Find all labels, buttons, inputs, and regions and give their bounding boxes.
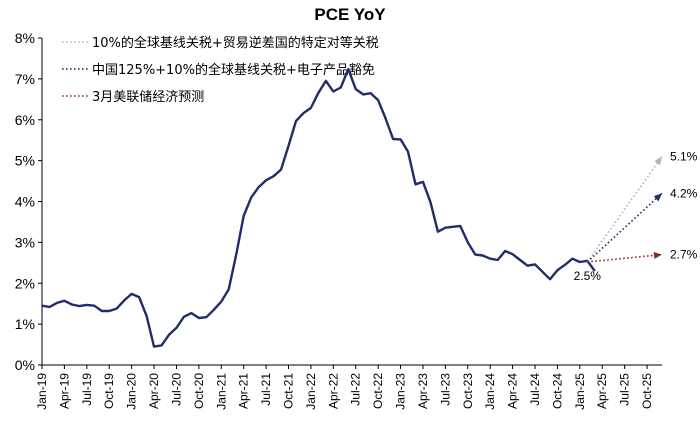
x-tick-label: Apr-21 bbox=[237, 373, 251, 409]
x-tick-label: Apr-23 bbox=[416, 373, 430, 409]
chart-title: PCE YoY bbox=[314, 5, 386, 24]
plot-lines bbox=[41, 67, 663, 348]
axes: 0% 1% 2% 3% 4% 5% 6% 7% 8% Jan-19 Apr-19 Jul-19 Oct-… bbox=[15, 30, 662, 410]
x-tick-label: Jul-22 bbox=[349, 373, 363, 406]
forecast-arrowhead-3 bbox=[653, 251, 662, 259]
legend: 10%的全球基线关税+贸易逆差国的特定对等关税中国125%+10%的全球基线关税… bbox=[62, 35, 379, 105]
x-tick-label: Oct-22 bbox=[371, 373, 385, 409]
x-tick-label: Oct-24 bbox=[550, 373, 564, 409]
data-label: 4.2% bbox=[670, 186, 698, 200]
legend-label-3: 3月美联储经济预测 bbox=[92, 90, 204, 105]
x-tick-label: Jul-21 bbox=[259, 373, 273, 406]
x-tick-label: Jul-19 bbox=[80, 373, 94, 406]
x-tick-label: Apr-20 bbox=[147, 373, 161, 409]
forecast-arrowhead-2 bbox=[653, 193, 662, 202]
forecast-line-2 bbox=[586, 192, 663, 263]
x-tick-label: Oct-19 bbox=[102, 373, 116, 409]
x-tick-label: Apr-24 bbox=[506, 373, 520, 409]
x-tick-label: Jan-19 bbox=[35, 373, 49, 410]
x-tick-label: Apr-19 bbox=[57, 373, 71, 409]
x-tick-label: Apr-25 bbox=[595, 373, 609, 409]
y-tick-label: 5% bbox=[15, 153, 35, 169]
data-label: 2.5% bbox=[574, 269, 602, 283]
legend-label-1: 10%的全球基线关税+贸易逆差国的特定对等关税 bbox=[92, 35, 379, 51]
y-tick-label: 8% bbox=[15, 30, 35, 46]
x-tick-label: Jul-23 bbox=[438, 373, 452, 406]
data-label: 5.1% bbox=[670, 150, 698, 164]
x-tick-label: Jan-25 bbox=[573, 373, 587, 410]
y-tick-label: 1% bbox=[15, 316, 35, 332]
y-tick-label: 4% bbox=[15, 194, 35, 210]
forecast-arrowhead-1 bbox=[654, 156, 662, 166]
x-tick-label: Jan-22 bbox=[304, 373, 318, 410]
x-tick-label: Oct-21 bbox=[282, 373, 296, 409]
legend-label-2: 中国125%+10%的全球基线关税+电子产品豁免 bbox=[92, 62, 375, 78]
x-tick-label: Jul-25 bbox=[618, 373, 632, 406]
y-tick-label: 0% bbox=[15, 357, 35, 373]
pce-actual-line bbox=[41, 67, 596, 348]
forecast-line-3 bbox=[587, 253, 663, 263]
x-tick-label: Jan-20 bbox=[125, 373, 139, 410]
data-label: 2.7% bbox=[670, 248, 698, 262]
x-tick-label: Oct-25 bbox=[640, 373, 654, 409]
y-tick-label: 7% bbox=[15, 71, 35, 87]
forecast-line-1 bbox=[586, 156, 663, 263]
x-tick-label: Jan-24 bbox=[483, 373, 497, 410]
x-tick-label: Jan-23 bbox=[394, 373, 408, 410]
y-tick-label: 3% bbox=[15, 234, 35, 250]
data-labels: 5.1% 4.2% 2.7% 2.5% bbox=[574, 150, 698, 283]
x-tick-label: Jan-21 bbox=[214, 373, 228, 410]
y-tick-label: 6% bbox=[15, 112, 35, 128]
x-tick-label: Jul-20 bbox=[169, 373, 183, 406]
x-tick-label: Oct-23 bbox=[461, 373, 475, 409]
y-tick-label: 2% bbox=[15, 275, 35, 291]
x-tick-label: Apr-22 bbox=[326, 373, 340, 409]
x-tick-label: Oct-20 bbox=[192, 373, 206, 409]
x-tick-label: Jul-24 bbox=[528, 373, 542, 406]
